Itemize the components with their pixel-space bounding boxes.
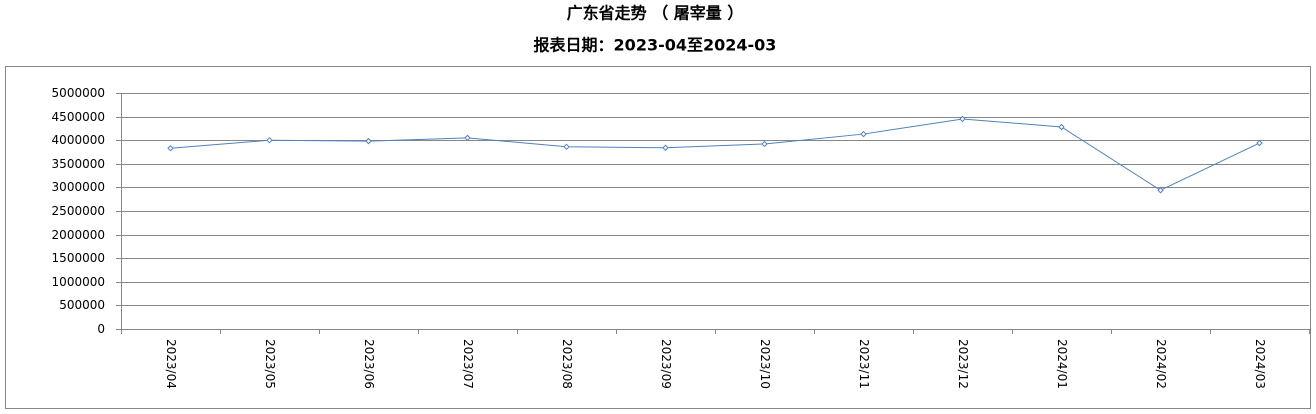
x-tick-label: 2023/11 xyxy=(857,339,871,389)
data-point xyxy=(959,115,966,123)
x-tick-label: 2024/01 xyxy=(1055,339,1069,389)
x-tick-label: 2023/12 xyxy=(956,339,970,389)
x-tick-label: 2023/08 xyxy=(560,339,574,389)
data-point xyxy=(1058,123,1065,131)
y-tick-label: 3500000 xyxy=(52,157,105,171)
y-tick-label: 0 xyxy=(97,322,105,336)
x-tick-label: 2023/09 xyxy=(659,339,673,389)
y-tick-label: 5000000 xyxy=(52,86,105,100)
x-tick-label: 2024/03 xyxy=(1253,339,1267,389)
data-point xyxy=(1256,139,1263,147)
chart-subtitle: 报表日期：2023-04至2024-03 xyxy=(534,36,777,55)
x-tick-label: 2023/10 xyxy=(758,339,772,389)
data-point xyxy=(266,136,273,144)
x-tick-label: 2023/04 xyxy=(164,339,178,389)
chart-title: 广东省走势 （ 屠宰量 ） xyxy=(567,4,744,23)
data-point xyxy=(365,137,372,145)
series-line xyxy=(170,118,1260,191)
y-tick-label: 500000 xyxy=(59,298,105,312)
data-point xyxy=(167,145,174,152)
chart-frame xyxy=(5,66,1311,409)
data-point xyxy=(563,143,570,151)
x-tick-label: 2023/06 xyxy=(362,339,376,389)
data-point xyxy=(662,144,669,151)
x-tick-label: 2023/07 xyxy=(461,339,475,389)
data-point xyxy=(1157,187,1164,194)
y-tick-label: 1000000 xyxy=(52,275,105,289)
x-tick-label: 2024/02 xyxy=(1154,339,1168,389)
data-point xyxy=(761,140,768,148)
y-tick-label: 2500000 xyxy=(52,204,105,218)
x-tick-label: 2023/05 xyxy=(263,339,277,389)
y-tick-label: 4500000 xyxy=(52,110,105,124)
y-tick-label: 4000000 xyxy=(52,133,105,147)
y-tick-label: 1500000 xyxy=(52,251,105,265)
y-tick-label: 3000000 xyxy=(52,180,105,194)
data-point xyxy=(464,134,471,142)
y-tick-label: 2000000 xyxy=(52,228,105,242)
data-point xyxy=(860,130,867,138)
